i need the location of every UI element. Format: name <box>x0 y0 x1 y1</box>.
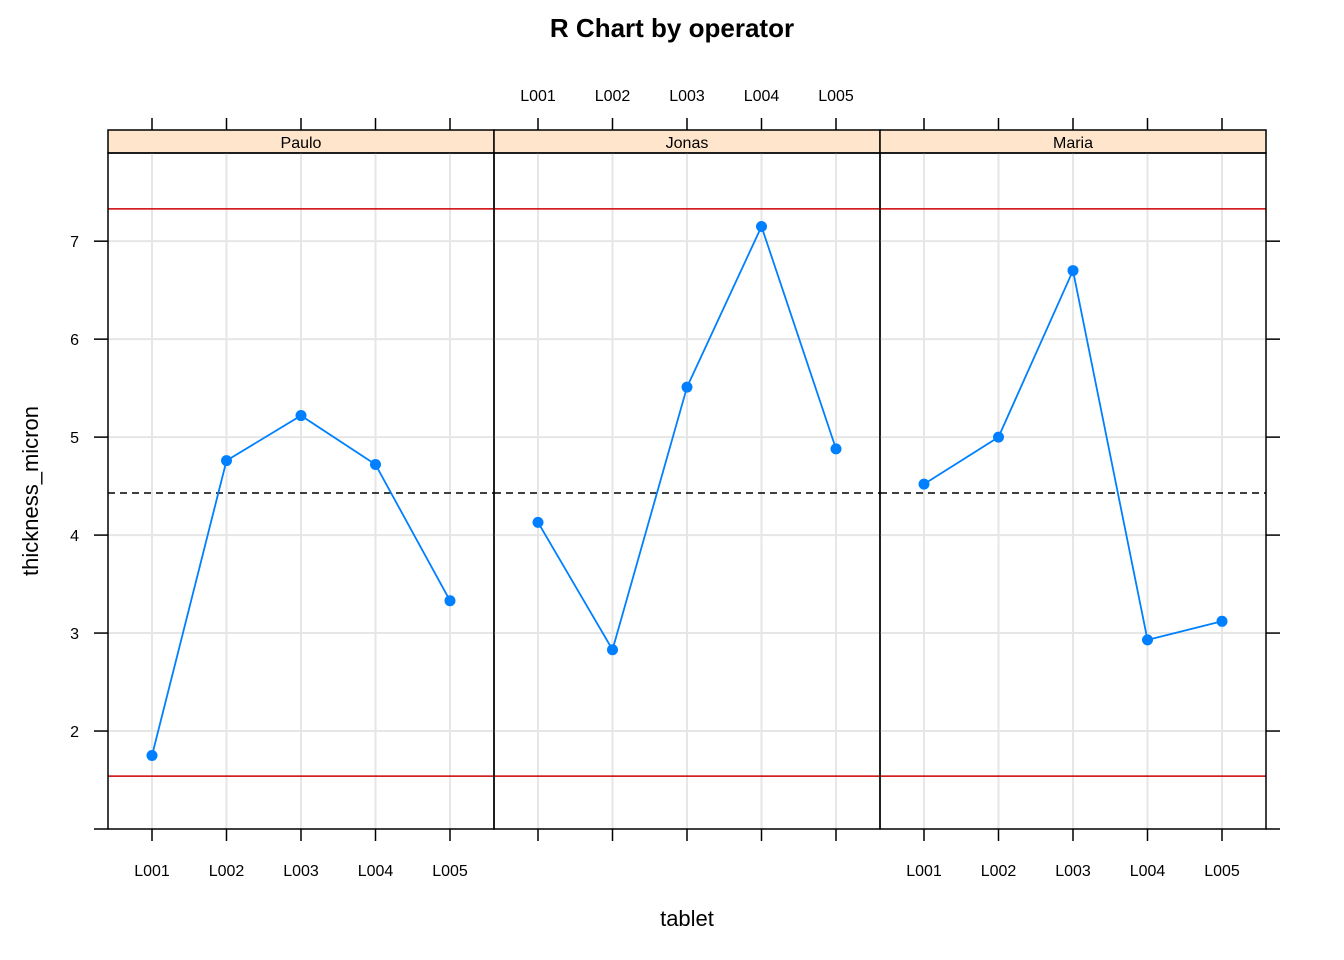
data-point <box>918 478 930 490</box>
x-tick-label: L002 <box>981 863 1017 880</box>
y-tick-label: 3 <box>70 626 79 643</box>
x-tick-label-top: L004 <box>744 88 780 105</box>
y-tick-label: 4 <box>70 528 79 545</box>
data-point <box>532 516 544 528</box>
x-tick-label: L001 <box>134 863 170 880</box>
x-tick-label-top: L005 <box>818 88 854 105</box>
x-tick-label: L003 <box>1055 863 1091 880</box>
x-tick-label-top: L002 <box>595 88 631 105</box>
strip-label: Paulo <box>281 135 322 152</box>
data-point <box>444 595 456 607</box>
y-tick-label: 7 <box>70 234 79 251</box>
x-tick-label: L002 <box>209 863 245 880</box>
panel-paulo: Paulo L001 L002 L003 L004 L005 <box>107 118 495 880</box>
x-tick-label-top: L003 <box>669 88 705 105</box>
x-tick-label: L003 <box>283 863 319 880</box>
data-point <box>607 644 618 656</box>
data-point <box>1067 265 1079 277</box>
data-point <box>1142 634 1153 646</box>
chart-title: R Chart by operator <box>550 13 794 43</box>
panel-maria: Maria L001 L002 L003 L004 L005 <box>879 118 1267 880</box>
y-axis-label: thickness_micron <box>18 406 43 576</box>
data-point <box>221 455 232 467</box>
x-tick-label: L001 <box>906 863 942 880</box>
data-point <box>370 459 381 471</box>
x-tick-label: L005 <box>432 863 468 880</box>
y-tick-label: 5 <box>70 430 79 447</box>
plot-area: Paulo L001 L002 L003 L004 L005 Jonas L001 L002 L0… <box>70 88 1280 880</box>
data-point <box>1216 615 1228 627</box>
data-point <box>295 410 307 422</box>
panel-jonas: Jonas L001 L002 L003 L004 L005 <box>493 88 881 841</box>
strip-label: Jonas <box>666 135 709 152</box>
y-tick-label: 2 <box>70 724 79 741</box>
data-point <box>993 431 1004 443</box>
strip-label: Maria <box>1053 135 1093 152</box>
x-tick-label: L004 <box>358 863 394 880</box>
data-point <box>681 381 693 393</box>
data-point <box>146 750 158 762</box>
x-tick-label: L004 <box>1130 863 1166 880</box>
data-point <box>756 220 767 232</box>
data-point <box>830 443 842 455</box>
x-axis-label: tablet <box>660 906 714 931</box>
x-tick-label: L005 <box>1204 863 1240 880</box>
x-tick-label-top: L001 <box>520 88 556 105</box>
y-tick-label: 6 <box>70 332 79 349</box>
